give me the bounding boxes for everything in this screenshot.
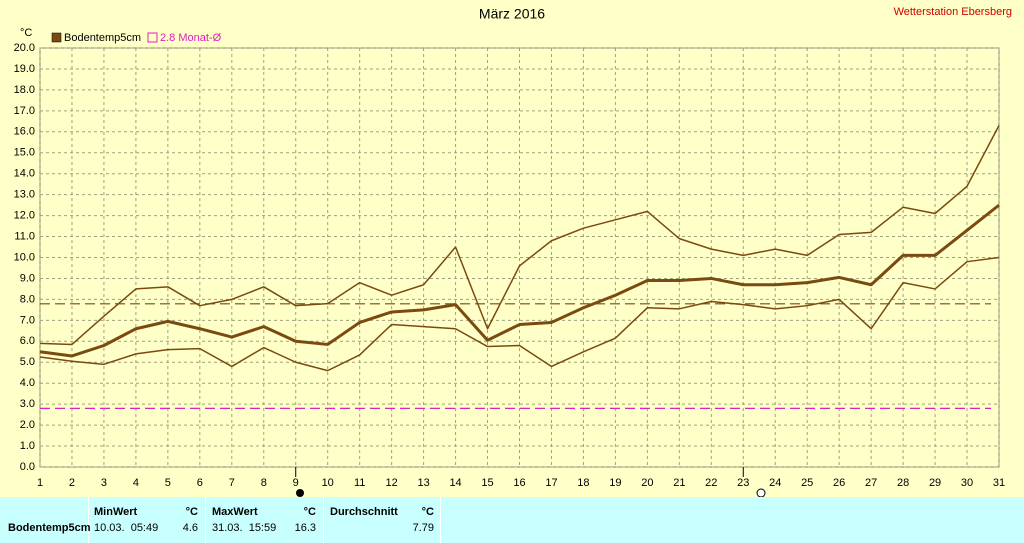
table-divider — [440, 497, 441, 543]
y-tick-label: 2.0 — [20, 419, 35, 431]
x-tick-label: 17 — [545, 477, 557, 489]
table-cell: °C — [421, 506, 434, 518]
table-cell: MaxWert — [212, 506, 258, 518]
table-divider — [88, 497, 89, 543]
x-tick-label: 1 — [37, 477, 43, 489]
y-tick-label: 18.0 — [14, 84, 35, 96]
x-tick-label: 18 — [577, 477, 589, 489]
x-tick-label: 10 — [322, 477, 334, 489]
legend-swatch — [147, 32, 158, 43]
y-tick-label: 13.0 — [14, 189, 35, 201]
y-tick-label: 8.0 — [20, 293, 35, 305]
y-tick-label: 9.0 — [20, 272, 35, 284]
x-tick-label: 4 — [133, 477, 139, 489]
x-tick-label: 24 — [769, 477, 781, 489]
x-tick-label: 30 — [961, 477, 973, 489]
y-tick-label: 1.0 — [20, 440, 35, 452]
x-tick-label: 9 — [293, 477, 299, 489]
table-cell: Durchschnitt — [330, 506, 398, 518]
y-tick-label: 10.0 — [14, 251, 35, 263]
x-tick-label: 28 — [897, 477, 909, 489]
table-cell: °C — [185, 506, 198, 518]
x-tick-label: 2 — [69, 477, 75, 489]
table-cell: Bodentemp5cm — [8, 522, 91, 534]
legend-label: Bodentemp5cm — [64, 32, 141, 44]
x-tick-label: 11 — [354, 477, 365, 489]
x-tick-label: 25 — [801, 477, 813, 489]
x-tick-label: 3 — [101, 477, 107, 489]
x-tick-label: 29 — [929, 477, 941, 489]
chart: März 2016 Wetterstation Ebersberg °C Bod… — [14, 6, 1012, 497]
y-tick-label: 7.0 — [20, 314, 35, 326]
y-tick-label: 20.0 — [14, 42, 35, 54]
x-tick-label: 8 — [261, 477, 267, 489]
legend-swatch — [51, 32, 62, 43]
y-unit: °C — [20, 27, 32, 39]
x-tick-label: 5 — [165, 477, 171, 489]
station-name: Wetterstation Ebersberg — [894, 6, 1012, 18]
table-cell: 4.6 — [182, 522, 198, 534]
x-tick-label: 16 — [513, 477, 525, 489]
chart-title: März 2016 — [479, 6, 545, 22]
x-tick-label: 31 — [993, 477, 1005, 489]
table-cell: 31.03. 15:59 — [212, 522, 277, 534]
table-divider — [323, 497, 324, 543]
y-tick-label: 3.0 — [20, 398, 35, 410]
data-line — [39, 256, 1000, 372]
y-tick-label: 15.0 — [14, 147, 35, 159]
x-tick-label: 7 — [229, 477, 235, 489]
new-moon-icon — [296, 489, 304, 497]
x-tick-label: 23 — [737, 477, 749, 489]
table-divider — [205, 497, 206, 543]
x-tick-label: 26 — [833, 477, 845, 489]
x-tick-label: 13 — [417, 477, 429, 489]
full-moon-icon — [756, 488, 766, 497]
y-tick-label: 6.0 — [20, 335, 35, 347]
data-line — [39, 125, 1000, 346]
summary-table: MinWert °C MaxWert °C Durchschnitt °C Bodentem… — [0, 497, 1024, 543]
y-tick-label: 4.0 — [20, 377, 35, 389]
y-tick-label: 19.0 — [14, 63, 35, 75]
x-tick-label: 15 — [481, 477, 493, 489]
y-tick-label: 16.0 — [14, 126, 35, 138]
y-tick-label: 11.0 — [14, 230, 35, 242]
table-cell: 10.03. 05:49 — [94, 522, 159, 534]
table-cell: 7.79 — [412, 522, 434, 534]
y-tick-label: 5.0 — [20, 356, 35, 368]
x-tick-label: 27 — [865, 477, 877, 489]
x-tick-label: 12 — [386, 477, 398, 489]
x-tick-label: 19 — [609, 477, 621, 489]
x-tick-label: 14 — [449, 477, 461, 489]
y-tick-label: 17.0 — [14, 105, 35, 117]
legend-label: 2.8 Monat-Ø — [160, 32, 222, 44]
x-tick-label: 21 — [673, 477, 685, 489]
table-cell: °C — [303, 506, 316, 518]
x-tick-label: 22 — [705, 477, 717, 489]
y-tick-label: 0.0 — [20, 461, 35, 473]
x-tick-label: 6 — [197, 477, 203, 489]
y-tick-label: 12.0 — [14, 210, 35, 222]
y-tick-label: 14.0 — [14, 168, 35, 180]
table-cell: 16.3 — [294, 522, 316, 534]
data-line — [39, 203, 1000, 358]
table-cell: MinWert — [94, 506, 138, 518]
x-tick-label: 20 — [641, 477, 653, 489]
